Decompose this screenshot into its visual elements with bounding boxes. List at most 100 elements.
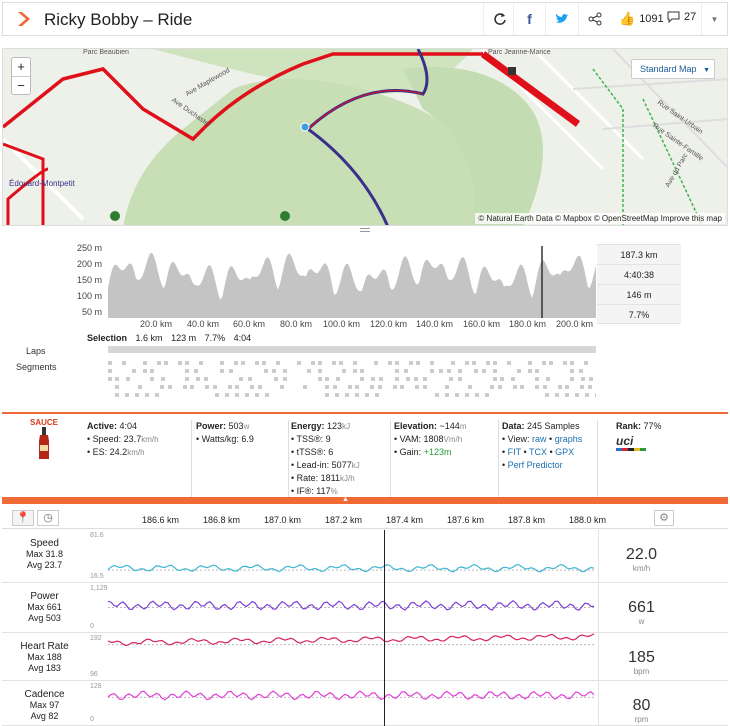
segment-marker: [250, 385, 254, 389]
stream-axis-top: 192: [90, 635, 102, 642]
segment-marker: [430, 369, 434, 373]
segment-marker: [584, 361, 588, 365]
segment-marker: [190, 385, 194, 389]
energy-value: 123: [327, 421, 343, 431]
share-button[interactable]: [578, 3, 610, 35]
strava-logo-icon[interactable]: [16, 10, 34, 28]
segment-marker: [342, 369, 346, 373]
stream-value: 185: [628, 649, 655, 666]
stream-axis-bottom: 0: [90, 623, 94, 630]
elev-x-label: 180.0 km: [509, 319, 547, 329]
graphs-link[interactable]: graphs: [554, 434, 583, 444]
map-label: Édouard-Montpetit: [9, 179, 75, 188]
segment-marker: [262, 361, 266, 365]
segment-marker: [318, 377, 322, 381]
segment-marker: [580, 385, 584, 389]
segment-marker: [185, 361, 189, 365]
stream-graph[interactable]: [88, 530, 598, 583]
stream-cursor: [384, 530, 385, 726]
segment-marker: [339, 361, 343, 365]
segment-marker: [360, 377, 364, 381]
map-attribution[interactable]: © Natural Earth Data © Mapbox © OpenStre…: [475, 213, 725, 224]
kudos-button[interactable]: 👍 1091: [619, 11, 664, 27]
segment-marker: [570, 377, 574, 381]
elev-y-label: 150 m: [76, 275, 102, 285]
watts-per-kg: Watts/kg: 6.9: [201, 434, 254, 444]
segments-track[interactable]: [108, 361, 596, 401]
map-style-select[interactable]: Standard Map ▼: [631, 59, 715, 79]
laps-bar[interactable]: [108, 346, 596, 353]
segment-marker: [482, 369, 486, 373]
segment-marker: [132, 369, 136, 373]
segment-marker: [445, 385, 449, 389]
raw-link[interactable]: raw: [532, 434, 547, 444]
stream-graph[interactable]: [88, 681, 598, 726]
zoom-out-button[interactable]: −: [12, 76, 30, 95]
tcx-export-link[interactable]: TCX: [529, 447, 547, 457]
zoom-in-button[interactable]: +: [17, 59, 25, 74]
refresh-button[interactable]: [483, 3, 515, 35]
stream-row: Cadence Max 97 Avg 82 128 0 80 rpm: [2, 681, 728, 726]
elevation-profile[interactable]: [108, 246, 596, 318]
elev-x-label: 20.0 km: [140, 319, 173, 329]
collapse-handle[interactable]: ▲: [2, 496, 728, 504]
perf-predictor-link[interactable]: Perf Predictor: [507, 460, 563, 470]
fit-export-link[interactable]: FIT: [507, 447, 521, 457]
segment-marker: [333, 385, 337, 389]
pin-icon: 📍: [16, 512, 30, 524]
segment-marker: [507, 361, 511, 365]
segment-marker: [589, 377, 593, 381]
map-canvas[interactable]: [3, 49, 728, 226]
map-resize-handle[interactable]: [360, 228, 370, 232]
vam-unit: Vm/h: [443, 435, 463, 444]
stream-row: Heart Rate Max 188 Avg 183 192 96 185 bpm: [2, 633, 728, 681]
route-map[interactable]: + − Standard Map ▼ © Natural Earth Data …: [2, 48, 728, 226]
stream-current: 80 rpm: [598, 681, 684, 725]
segment-marker: [520, 385, 524, 389]
segment-marker: [406, 377, 410, 381]
power-label: Power:: [196, 421, 227, 431]
stream-graph[interactable]: [88, 633, 598, 681]
segment-marker: [465, 361, 469, 365]
sauce-bottle-icon: [39, 427, 49, 459]
gpx-export-link[interactable]: GPX: [555, 447, 575, 457]
elev-x-label: 160.0 km: [463, 319, 501, 329]
facebook-share-button[interactable]: f: [513, 3, 545, 35]
stream-graph[interactable]: [88, 583, 598, 633]
stream-avg: Avg 23.7: [26, 560, 63, 570]
segment-marker: [199, 361, 203, 365]
stream-value: 22.0: [625, 546, 658, 563]
timeline-label: 187.4 km: [386, 515, 424, 525]
elev-x-label: 120.0 km: [370, 319, 408, 329]
comments-button[interactable]: 27: [667, 11, 696, 23]
segment-marker: [150, 369, 154, 373]
segment-marker: [264, 369, 268, 373]
segment-marker: [379, 377, 383, 381]
elev-y-label: 100 m: [76, 291, 102, 301]
stream-unit: bpm: [633, 667, 650, 676]
rtss-stat: tTSS®: 6: [296, 447, 334, 457]
settings-button[interactable]: ⚙: [654, 510, 674, 526]
segment-marker: [404, 369, 408, 373]
segment-marker: [542, 361, 546, 365]
segment-marker: [115, 385, 119, 389]
segment-marker: [228, 385, 232, 389]
stream-current: 661 w: [598, 583, 684, 632]
twitter-share-button[interactable]: [545, 3, 577, 35]
more-menu-button[interactable]: ▼: [701, 3, 727, 35]
leadin-stat: Lead-in: 5077: [296, 460, 352, 470]
data-samples: 245 Samples: [527, 421, 580, 431]
refresh-icon: [493, 13, 506, 25]
segment-marker: [458, 377, 462, 381]
segment-marker: [115, 393, 119, 397]
segment-marker: [245, 393, 249, 397]
rank-value: 77%: [643, 421, 662, 431]
stream-axis-bottom: 16.5: [90, 573, 104, 580]
time-toggle[interactable]: ◷: [37, 510, 59, 526]
segment-marker: [220, 369, 224, 373]
segment-marker: [108, 377, 112, 381]
speed-unit: km/h: [141, 435, 159, 444]
map-pin-toggle[interactable]: 📍: [12, 510, 34, 526]
segment-marker: [239, 377, 243, 381]
elev-x-label: 40.0 km: [187, 319, 220, 329]
